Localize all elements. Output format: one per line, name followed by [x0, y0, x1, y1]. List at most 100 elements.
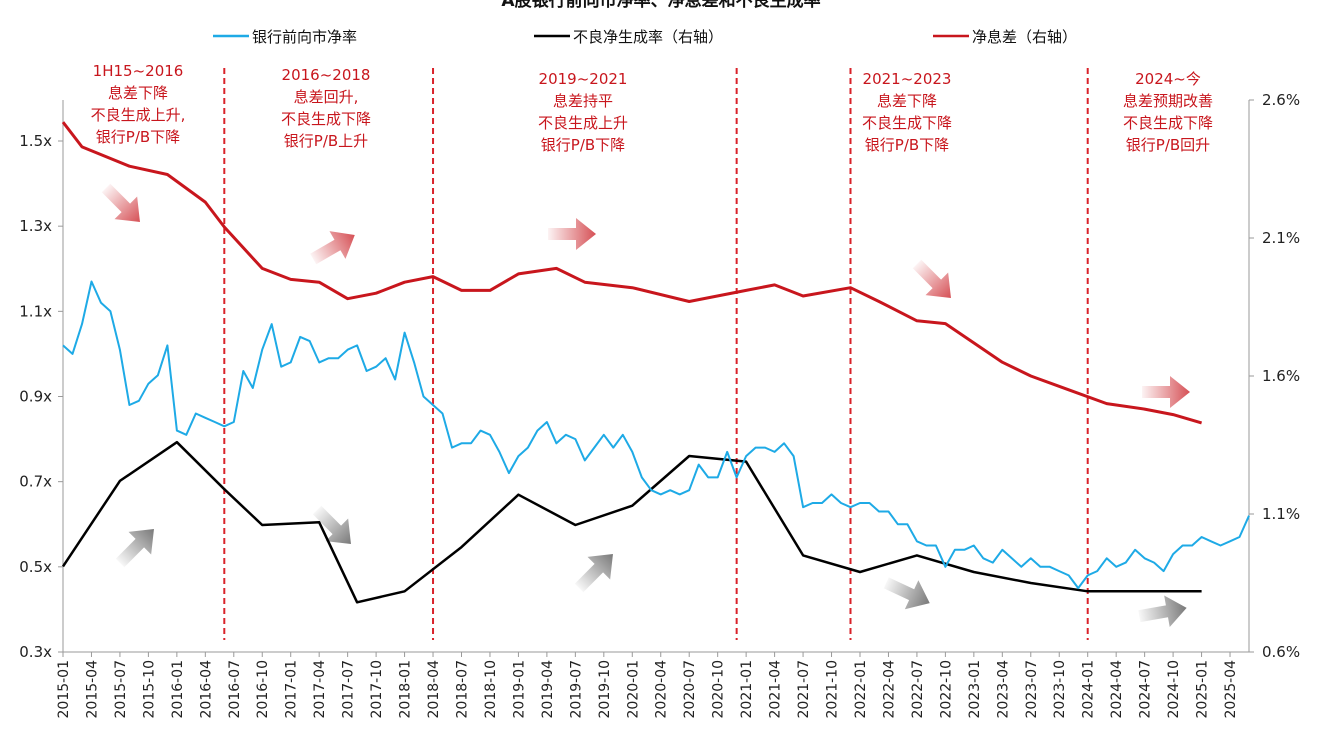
x-tick-label: 2022-01	[853, 660, 869, 719]
left-tick-label: 0.3x	[19, 643, 52, 661]
series-line-npl	[61, 440, 1202, 604]
period-1-line-1: 1H15~2016	[93, 62, 184, 80]
right-tick-label: 1.1%	[1262, 505, 1300, 523]
right-tick-label: 2.6%	[1262, 91, 1300, 109]
x-tick-label: 2020-07	[682, 660, 698, 719]
up-arrow-icon	[574, 554, 613, 593]
chart-title: A股银行前向市净率、净息差和不良生成率	[501, 0, 820, 11]
right-tick-label: 0.6%	[1262, 643, 1300, 661]
x-tick-label: 2025-04	[1223, 660, 1239, 719]
x-tick-label: 2017-10	[369, 660, 385, 719]
period-4-line-2: 息差下降	[877, 92, 937, 110]
x-tick-label: 2023-04	[995, 660, 1011, 719]
period-dividers	[223, 68, 1089, 640]
x-tick-label: 2015-04	[84, 660, 100, 719]
x-tick-label: 2017-07	[341, 660, 357, 719]
x-tick-label: 2024-01	[1081, 660, 1097, 719]
x-tick-label: 2019-10	[597, 660, 613, 719]
right-axis-ticks: 2.6% 2.1% 1.6% 1.1% 0.6%	[1249, 91, 1300, 661]
period-2-line-3: 不良生成下降	[281, 110, 371, 128]
period-2-line-2: 息差回升,	[294, 88, 359, 106]
x-tick-label: 2021-07	[796, 660, 812, 719]
left-tick-label: 1.1x	[19, 302, 52, 320]
x-tick-label: 2024-10	[1166, 660, 1182, 719]
x-tick-label: 2021-04	[768, 660, 784, 719]
period-3-line-2: 息差持平	[553, 92, 613, 110]
left-tick-label: 1.3x	[19, 217, 52, 235]
left-tick-label: 1.5x	[19, 132, 52, 150]
legend-label-npl: 不良净生成率（右轴）	[573, 28, 723, 46]
x-tick-label: 2019-07	[568, 660, 584, 719]
down-arrow-icon	[101, 183, 140, 222]
period-2-line-1: 2016~2018	[282, 66, 371, 84]
x-tick-label: 2016-10	[255, 660, 271, 719]
period-1-line-3: 不良生成上升,	[91, 106, 186, 124]
period-4-line-1: 2021~2023	[863, 70, 952, 88]
legend: 银行前向市净率 不良净生成率（右轴） 净息差（右轴）	[213, 28, 1077, 46]
x-tick-label: 2022-07	[910, 660, 926, 719]
x-tick-label: 2018-10	[483, 660, 499, 719]
period-5-line-4: 银行P/B回升	[1126, 136, 1210, 154]
right-arrow-icon	[1138, 595, 1187, 628]
x-tick-label: 2020-04	[654, 660, 670, 719]
x-tick-label: 2024-04	[1109, 660, 1125, 719]
trend-arrows	[101, 183, 1190, 628]
right-tick-label: 2.1%	[1262, 229, 1300, 247]
period-3-line-1: 2019~2021	[539, 70, 628, 88]
x-tick-label: 2015-01	[56, 660, 72, 719]
x-tick-label: 2020-01	[625, 660, 641, 719]
series-line-nim	[61, 121, 1203, 425]
period-1-line-2: 息差下降	[108, 84, 168, 102]
x-tick-label: 2021-10	[825, 660, 841, 719]
left-tick-label: 0.9x	[19, 388, 52, 406]
x-tick-label: 2018-01	[398, 660, 414, 719]
x-tick-label: 2024-07	[1138, 660, 1154, 719]
up-arrow-icon	[310, 231, 355, 265]
x-tick-label: 2019-01	[511, 660, 527, 719]
period-4-line-3: 不良生成下降	[862, 114, 952, 132]
period-5-line-3: 不良生成下降	[1123, 114, 1213, 132]
period-5-line-1: 2024~今	[1135, 70, 1201, 88]
x-tick-label: 2016-07	[227, 660, 243, 719]
left-tick-label: 0.5x	[19, 558, 52, 576]
down-arrow-icon	[883, 577, 930, 610]
x-tick-label: 2018-04	[426, 660, 442, 719]
period-4-line-4: 银行P/B下降	[865, 136, 949, 154]
right-arrow-icon	[1142, 376, 1190, 408]
down-arrow-icon	[912, 259, 951, 298]
x-tick-label: 2022-10	[938, 660, 954, 719]
period-3-line-4: 银行P/B下降	[541, 136, 625, 154]
legend-label-pb: 银行前向市净率	[252, 28, 357, 46]
legend-label-nim: 净息差（右轴）	[972, 28, 1077, 46]
x-axis-ticks: 2015-01 2015-04 2015-07 2015-10 2016-01 2016-…	[56, 652, 1239, 719]
left-tick-label: 0.7x	[19, 473, 52, 491]
period-5-line-2: 息差预期改善	[1123, 92, 1213, 110]
x-tick-label: 2020-10	[711, 660, 727, 719]
x-tick-label: 2016-01	[170, 660, 186, 719]
x-tick-label: 2015-07	[113, 660, 129, 719]
period-annotations: 1H15~2016 息差下降 不良生成上升, 银行P/B下降 2016~2018…	[91, 62, 1213, 154]
up-arrow-icon	[115, 529, 154, 568]
x-tick-label: 2023-07	[1024, 660, 1040, 719]
series-line-pb	[62, 280, 1250, 590]
period-2-line-4: 银行P/B上升	[284, 132, 368, 150]
x-tick-label: 2015-10	[141, 660, 157, 719]
x-tick-label: 2017-01	[284, 660, 300, 719]
x-tick-label: 2025-01	[1195, 660, 1211, 719]
x-tick-label: 2021-01	[739, 660, 755, 719]
x-tick-label: 2017-04	[312, 660, 328, 719]
down-arrow-icon	[312, 505, 351, 544]
x-tick-label: 2016-04	[198, 660, 214, 719]
x-tick-label: 2022-04	[881, 660, 897, 719]
x-tick-label: 2023-10	[1052, 660, 1068, 719]
right-tick-label: 1.6%	[1262, 367, 1300, 385]
period-3-line-3: 不良生成上升	[538, 114, 628, 132]
period-1-line-4: 银行P/B下降	[96, 128, 180, 146]
right-arrow-icon	[548, 218, 596, 250]
x-tick-label: 2018-07	[454, 660, 470, 719]
x-tick-label: 2023-01	[967, 660, 983, 719]
x-tick-label: 2019-04	[540, 660, 556, 719]
left-axis-ticks: 1.5x 1.3x 1.1x 0.9x 0.7x 0.5x 0.3x	[19, 132, 63, 661]
